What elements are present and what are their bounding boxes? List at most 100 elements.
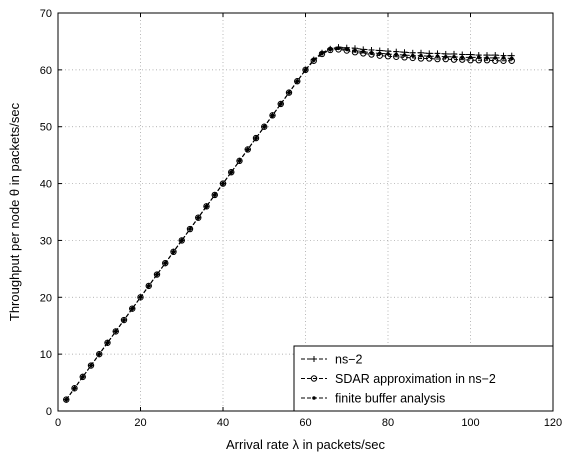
data-point-dot: [386, 52, 390, 56]
y-tick-label: 10: [40, 349, 52, 361]
circle-marker: [170, 248, 177, 256]
data-point-dot: [72, 386, 77, 391]
circle-marker: [96, 350, 103, 358]
circle-marker: [186, 225, 194, 233]
data-point-dot: [311, 58, 316, 62]
dot-marker: [72, 386, 77, 391]
data-point-dot: [122, 318, 126, 322]
dot-marker: [179, 238, 184, 243]
data-point-dot: [394, 52, 399, 57]
data-point-dot: [452, 54, 456, 59]
circle-marker: [162, 259, 169, 267]
data-point-dot: [64, 397, 69, 402]
data-point-circle: [261, 123, 268, 130]
dot-marker: [122, 318, 126, 322]
dot-marker: [188, 227, 192, 231]
data-point-circle: [145, 282, 152, 290]
data-point-circle: [195, 214, 202, 221]
dot-marker: [303, 68, 308, 72]
dot-marker: [369, 51, 374, 55]
circle-marker: [195, 214, 202, 221]
data-point-circle: [327, 46, 334, 54]
data-point-circle: [302, 66, 309, 74]
circle-marker: [120, 316, 128, 324]
dot-marker: [138, 295, 143, 300]
dot-marker: [221, 181, 225, 186]
data-point-dot: [146, 284, 151, 288]
data-point-circle: [120, 316, 128, 324]
y-axis-title: Throughput per node θ in packets/sec: [7, 102, 22, 321]
legend-entry: finite buffer analysis: [301, 392, 445, 406]
data-point-dot: [163, 261, 168, 265]
y-tick-label: 30: [40, 235, 52, 247]
circle-marker: [63, 396, 70, 403]
circle-marker: [112, 328, 119, 335]
data-point-circle: [186, 225, 194, 233]
data-point-circle: [269, 112, 276, 119]
dot-marker: [443, 54, 448, 59]
data-point-dot: [460, 55, 465, 60]
circle-marker: [71, 385, 78, 392]
dot-marker: [146, 284, 151, 288]
data-point-circle: [79, 373, 86, 381]
data-point-circle: [285, 89, 293, 96]
dot-marker: [254, 136, 258, 140]
dot-marker: [237, 159, 242, 163]
dot-marker: [336, 46, 341, 51]
data-point-dot: [171, 250, 176, 254]
data-point-dot: [278, 102, 283, 106]
data-point-circle: [252, 134, 260, 142]
legend-entry: SDAR approximation in ns−2: [301, 372, 496, 386]
data-point-dot: [509, 56, 514, 61]
dot-marker: [278, 102, 283, 106]
x-tick-label: 100: [461, 417, 479, 429]
data-point-plus: [311, 356, 317, 362]
data-point-dot: [188, 227, 192, 231]
data-point-dot: [328, 47, 333, 52]
dot-marker: [485, 56, 489, 60]
circle-marker: [104, 339, 111, 346]
dot-marker: [427, 54, 432, 59]
data-point-dot: [262, 124, 267, 129]
data-point-circle: [178, 237, 185, 244]
dot-marker: [377, 51, 382, 56]
data-point-dot: [320, 51, 324, 56]
circle-marker: [129, 305, 136, 312]
data-point-dot: [196, 215, 201, 220]
circle-marker: [219, 180, 227, 187]
circle-marker: [178, 237, 185, 244]
data-point-circle: [277, 100, 284, 108]
data-point-dot: [361, 49, 366, 54]
dot-marker: [493, 56, 498, 60]
data-point-dot: [435, 54, 440, 59]
data-point-dot: [237, 159, 242, 163]
data-point-circle: [228, 169, 235, 176]
y-tick-label: 70: [40, 8, 52, 20]
dot-marker: [312, 396, 316, 400]
y-tick-label: 50: [40, 122, 52, 134]
data-point-dot: [229, 170, 234, 174]
y-tick-label: 0: [46, 406, 52, 418]
data-point-dot: [254, 136, 258, 140]
dot-marker: [410, 53, 415, 58]
data-point-dot: [476, 55, 481, 60]
dot-marker: [212, 193, 217, 197]
dot-marker: [402, 53, 407, 57]
circle-marker: [269, 112, 276, 119]
circle-marker: [153, 271, 161, 278]
dot-marker: [311, 58, 316, 62]
series-3: [64, 46, 514, 402]
data-point-dot: [270, 113, 275, 118]
dot-marker: [89, 363, 93, 368]
dot-marker: [105, 340, 110, 345]
data-point-circle: [162, 259, 169, 267]
data-point-circle: [310, 57, 317, 64]
legend-label: SDAR approximation in ns−2: [335, 372, 496, 386]
data-point-circle: [170, 248, 177, 256]
circle-marker: [228, 169, 235, 176]
data-point-dot: [501, 56, 506, 60]
data-point-circle: [219, 180, 227, 187]
dot-marker: [262, 124, 267, 129]
data-point-circle: [87, 362, 95, 369]
